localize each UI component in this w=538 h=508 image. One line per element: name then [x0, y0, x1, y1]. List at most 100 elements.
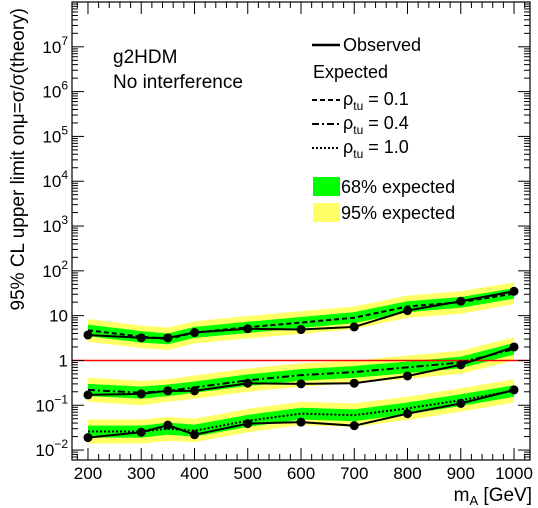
y-tick-label: 10−2 [35, 437, 68, 460]
observed-point [403, 409, 413, 419]
observed-point [163, 386, 173, 396]
x-tick-label: 200 [74, 464, 102, 483]
annotation-model: g2HDM [113, 47, 177, 68]
y-axis-label: 95% CL upper limit onμ=σ/σ(theory) [8, 8, 29, 310]
x-axis-label-part: m [454, 485, 470, 506]
x-tick-label: 300 [127, 464, 155, 483]
x-tick-label: 400 [180, 464, 208, 483]
x-tick-label: 700 [340, 464, 368, 483]
observed-point [189, 386, 199, 396]
observed-point [243, 419, 253, 429]
observed-point [349, 378, 359, 388]
observed-point [136, 427, 146, 437]
observed-point [509, 342, 519, 352]
band68-series-1 [87, 343, 515, 399]
observed-point [296, 379, 306, 389]
observed-point [189, 430, 199, 440]
observed-point [243, 324, 253, 334]
y-tick-label: 106 [42, 79, 68, 102]
y-tick-exponent: 3 [61, 213, 68, 227]
legend-rho-label-part: ρ [343, 89, 353, 109]
y-tick-label: 10 [49, 307, 68, 326]
y-tick-label: 107 [42, 34, 68, 57]
legend-rho-label-part: tu [353, 99, 363, 113]
axes: 200 300 400 500 600 700 800 900 100010−210−11101… [35, 1, 533, 483]
y-tick-exponent: 4 [61, 168, 68, 182]
observed-point [296, 417, 306, 427]
observed-point [349, 322, 359, 332]
x-tick-label: 1000 [495, 464, 533, 483]
annotation-interference: No interference [113, 72, 243, 93]
legend-band95-swatch [313, 203, 340, 222]
legend-rho-label-part: tu [353, 147, 363, 161]
observed-point [349, 421, 359, 431]
y-tick-exponent: −1 [54, 392, 68, 406]
observed-point [83, 433, 93, 443]
legend-rho-label-part: ρ [343, 113, 353, 133]
legend-expected-header: Expected [313, 62, 388, 82]
observed-line-series-0 [87, 290, 515, 339]
y-tick-base: 10 [35, 396, 54, 415]
observed-point [189, 328, 199, 338]
observed-point [243, 378, 253, 388]
observed-point [296, 325, 306, 335]
legend-rho-label-part: tu [353, 123, 363, 137]
x-tick-label: 800 [393, 464, 421, 483]
y-tick-exponent: 2 [61, 258, 68, 272]
y-tick-base: 10 [42, 262, 61, 281]
observed-point [509, 286, 519, 296]
observed-point [456, 360, 466, 370]
limit-lines [83, 286, 519, 443]
tick-labels: 200 300 400 500 600 700 800 900 100010−210−11101… [35, 34, 533, 483]
legend-rho-label: ρtu = 0.4 [343, 113, 409, 137]
observed-point [403, 371, 413, 381]
observed-point [163, 420, 173, 430]
band68-series-2 [87, 385, 515, 438]
y-tick-label: 103 [42, 213, 68, 236]
y-tick-base: 10 [42, 83, 61, 102]
legend-rho-label: ρtu = 0.1 [343, 89, 409, 113]
x-tick-label: 900 [447, 464, 475, 483]
y-tick-base: 10 [35, 441, 54, 460]
observed-point [136, 389, 146, 399]
y-tick-label: 105 [42, 123, 68, 146]
y-tick-base: 10 [42, 172, 61, 191]
y-tick-exponent: 7 [61, 34, 68, 48]
legend-rho-label-part: = 1.0 [363, 137, 409, 157]
observed-point [403, 306, 413, 316]
observed-point [509, 385, 519, 395]
x-axis-label-part: [GeV] [478, 485, 532, 506]
legend-observed-label: Observed [343, 35, 421, 55]
observed-point [83, 330, 93, 340]
y-tick-base: 10 [42, 127, 61, 146]
observed-point [163, 333, 173, 343]
y-tick-label: 10−1 [35, 392, 68, 415]
legend-rho-label-part: = 0.4 [363, 113, 409, 133]
y-tick-label: 104 [42, 168, 68, 191]
observed-line-series-2 [87, 388, 515, 439]
y-tick-exponent: 6 [61, 79, 68, 93]
legend-rho-label-part: = 0.1 [363, 89, 409, 109]
y-tick-base: 10 [42, 38, 61, 57]
legend-band68-label: 68% expected [341, 177, 455, 197]
y-tick-exponent: −2 [54, 437, 68, 451]
observed-point [136, 333, 146, 343]
x-axis-label: mA [GeV] [454, 485, 532, 508]
x-tick-label: 500 [234, 464, 262, 483]
y-tick-label: 1 [59, 351, 68, 370]
x-axis-label-part: A [469, 493, 478, 508]
legend-band95-label: 95% expected [341, 203, 455, 223]
y-tick-base: 10 [42, 217, 61, 236]
y-tick-label: 102 [42, 258, 68, 281]
observed-point [83, 390, 93, 400]
axis-ticks [72, 2, 530, 461]
legend-rho-label: ρtu = 1.0 [343, 137, 409, 161]
legend-band68-swatch [313, 177, 340, 196]
observed-point [456, 398, 466, 408]
y-tick-exponent: 5 [61, 123, 68, 137]
legend-rho-label-part: ρ [343, 137, 353, 157]
observed-point [456, 296, 466, 306]
observed-line-series-1 [87, 346, 515, 396]
